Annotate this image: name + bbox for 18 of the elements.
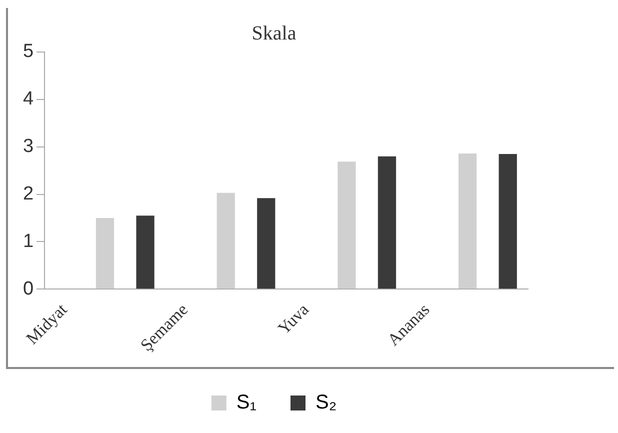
y-tick-label: 4 (22, 88, 34, 110)
bar (338, 162, 356, 289)
y-tick-label: 0 (22, 278, 34, 300)
bar (458, 154, 477, 289)
legend-label: S₂ (315, 392, 337, 414)
legend-label: S₁ (236, 392, 257, 414)
bar (96, 218, 114, 289)
y-tick-label: 3 (22, 136, 34, 158)
bar (136, 216, 154, 289)
bar (498, 154, 517, 289)
x-tick-label: Yuva (274, 300, 313, 338)
bar (378, 156, 396, 289)
bar (216, 192, 235, 289)
y-tick-label: 2 (22, 184, 34, 205)
chart-title: Skala (252, 22, 296, 44)
bar (257, 198, 276, 289)
y-tick-label: 5 (22, 41, 34, 62)
y-tick-label: 1 (22, 230, 34, 252)
